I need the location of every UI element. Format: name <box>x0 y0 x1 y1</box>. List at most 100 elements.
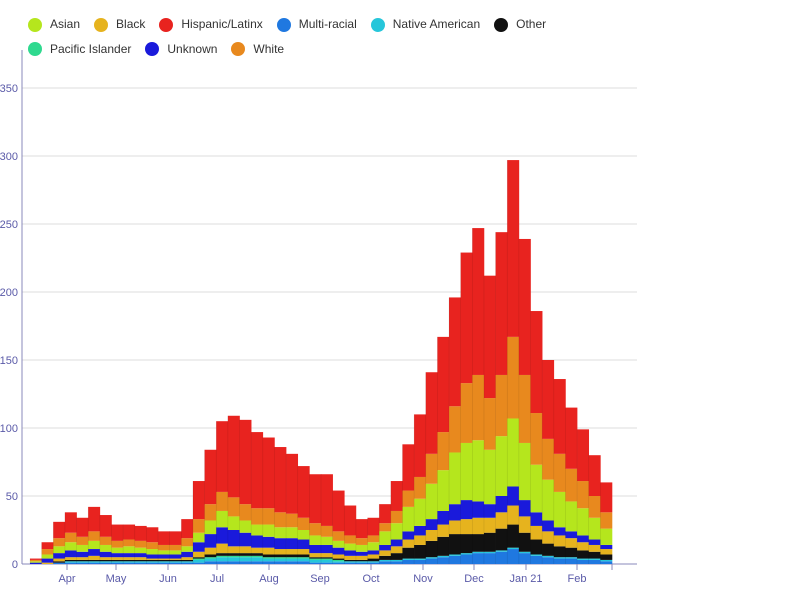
bar-segment-hispanic-latinx <box>390 481 403 511</box>
bar-segment-hispanic-latinx <box>588 455 601 496</box>
legend-label: Other <box>516 17 547 31</box>
bar-segment-asian <box>239 520 252 533</box>
bar-segment-native-american <box>588 558 601 560</box>
bar-segment-asian <box>600 528 613 545</box>
bar-segment-white <box>192 519 205 533</box>
legend-item-white[interactable]: White <box>231 39 284 60</box>
x-tick-label: Nov <box>413 573 433 585</box>
bar-segment-multi-racial <box>390 561 403 564</box>
legend-dot-icon <box>145 42 160 56</box>
y-tick-label: 100 <box>0 423 18 435</box>
bar-segment-hispanic-latinx <box>553 379 566 454</box>
bar-segment-unknown <box>379 544 392 551</box>
legend-item-hispanic-latinx[interactable]: Hispanic/Latinx <box>159 14 263 35</box>
bar-segment-unknown <box>216 527 229 544</box>
bar-segment-asian <box>495 436 508 496</box>
bar-segment-multi-racial <box>251 561 264 564</box>
bar-segment-unknown <box>99 551 112 558</box>
legend-label: White <box>253 41 285 56</box>
y-tick-label: 350 <box>0 83 18 95</box>
bar-segment-black <box>542 531 555 544</box>
legend-item-asian[interactable]: Asian <box>28 14 80 35</box>
bar-segment-black <box>216 543 229 554</box>
x-tick-label: Jul <box>210 573 224 585</box>
bar-segment-unknown <box>169 554 182 559</box>
bar-segment-other <box>158 559 170 562</box>
bar-segment-asian <box>53 546 66 554</box>
bar-segment-native-american <box>390 559 403 562</box>
bar-segment-native-american <box>321 559 333 563</box>
bar-segment-white <box>146 542 159 550</box>
bar-segment-asian <box>192 532 205 543</box>
bar-segment-other <box>64 559 77 562</box>
bar-segment-pacific-islander <box>204 557 217 559</box>
bar-segment-white <box>262 508 275 525</box>
bar-segment-unknown <box>251 535 264 548</box>
bar-segment-asian <box>355 544 368 552</box>
bar-segment-white <box>123 539 136 547</box>
bar-segment-unknown <box>390 539 403 547</box>
bar-segment-white <box>437 432 450 471</box>
legend-item-black[interactable]: Black <box>94 14 145 35</box>
bar-segment-hispanic-latinx <box>30 558 42 560</box>
bar-segment-white <box>332 531 345 541</box>
bar-segment-black <box>181 557 194 560</box>
bar-segment-unknown <box>192 542 205 552</box>
bar-segment-other <box>414 544 427 559</box>
bar-segment-asian <box>146 549 159 555</box>
bar-segment-native-american <box>146 561 159 563</box>
bar-segment-unknown <box>297 539 310 550</box>
bar-segment-white <box>321 525 333 537</box>
bar-segment-multi-racial <box>123 562 136 564</box>
y-tick-label: 250 <box>0 219 18 231</box>
bar-segment-native-american <box>530 554 543 556</box>
bar-segment-hispanic-latinx <box>542 360 555 439</box>
bar-segment-native-american <box>542 555 555 558</box>
legend-label: Multi-racial <box>298 17 357 31</box>
bar-segment-asian <box>216 510 229 528</box>
bar-segment-native-american <box>216 557 229 562</box>
bar-segment-unknown <box>553 527 566 536</box>
bar-segment-asian <box>297 530 310 540</box>
bar-segment-hispanic-latinx <box>169 531 182 545</box>
bar-segment-white <box>402 490 415 507</box>
bar-segment-white <box>518 374 531 443</box>
bar-segment-hispanic-latinx <box>437 336 450 433</box>
bar-segment-other <box>483 532 496 552</box>
bar-segment-multi-racial <box>460 554 473 564</box>
bar-segment-multi-racial <box>355 562 368 564</box>
x-tick-label: Jan 21 <box>509 573 542 585</box>
bar-segment-unknown <box>321 544 333 554</box>
bar-segment-native-american <box>460 553 473 555</box>
bar-segment-unknown <box>449 504 461 521</box>
bar-segment-black <box>286 549 299 555</box>
legend-item-native-american[interactable]: Native American <box>370 14 480 35</box>
bar-segment-multi-racial <box>88 562 101 564</box>
bar-segment-multi-racial <box>344 562 357 564</box>
legend-item-pacific-islander[interactable]: Pacific Islander <box>28 39 131 60</box>
bar-segment-other <box>134 559 147 562</box>
bar-segment-asian <box>449 452 461 505</box>
bar-segment-asian <box>286 527 299 539</box>
bar-segment-multi-racial <box>64 562 77 564</box>
bar-segment-asian <box>483 449 496 505</box>
bar-segment-black <box>146 558 159 560</box>
bar-segment-asian <box>204 520 217 535</box>
bar-segment-white <box>297 517 310 530</box>
bar-segment-hispanic-latinx <box>565 407 578 469</box>
bar-segment-asian <box>577 508 590 536</box>
bar-segment-asian <box>518 442 531 501</box>
x-tick-label: Feb <box>568 573 587 585</box>
bar-segment-white <box>76 536 89 545</box>
bar-segment-other <box>239 553 252 556</box>
bar-segment-multi-racial <box>297 561 310 564</box>
bar-segment-other <box>565 547 578 558</box>
chart-legend: Asian Black Hispanic/Latinx Multi-racial Nat… <box>28 14 628 63</box>
legend-item-unknown[interactable]: Unknown <box>145 39 217 60</box>
legend-item-other[interactable]: Other <box>494 14 546 35</box>
bar-segment-black <box>449 520 461 535</box>
bar-segment-unknown <box>507 486 520 506</box>
bar-segment-native-american <box>495 550 508 552</box>
legend-item-multi-racial[interactable]: Multi-racial <box>276 14 357 35</box>
bar-segment-white <box>507 336 520 419</box>
